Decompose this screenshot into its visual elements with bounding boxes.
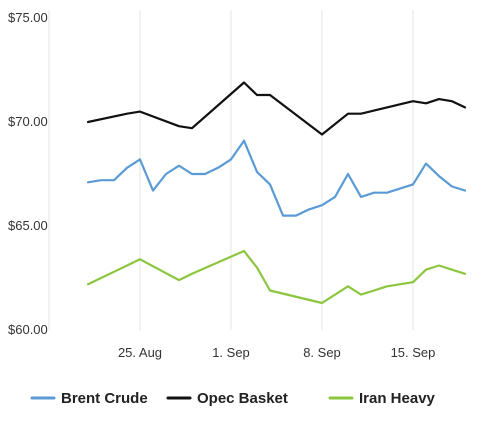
legend-item-opec-basket[interactable]: Opec Basket: [166, 390, 288, 407]
series-lines: [86, 81, 467, 305]
series-line-brent-crude: [86, 139, 467, 217]
x-tick-label: 1. Sep: [212, 345, 250, 360]
x-tick-label: 25. Aug: [118, 345, 162, 360]
y-tick-label: $75.00: [8, 10, 48, 25]
y-tick-label: $60.00: [8, 322, 48, 337]
x-axis: 25. Aug 1. Sep 8. Sep 15. Sep: [118, 345, 435, 360]
legend-item-iran-heavy[interactable]: Iran Heavy: [328, 390, 436, 407]
legend[interactable]: Brent Crude Opec Basket Iran Heavy: [30, 390, 436, 407]
y-tick-label: $70.00: [8, 114, 48, 129]
y-tick-label: $65.00: [8, 218, 48, 233]
grid-lines: [48, 10, 414, 330]
y-axis: $75.00 $70.00 $65.00 $60.00: [8, 10, 48, 337]
legend-label: Opec Basket: [197, 390, 288, 407]
legend-item-brent-crude[interactable]: Brent Crude: [30, 390, 148, 407]
series-line-iran-heavy: [86, 249, 467, 305]
x-tick-label: 8. Sep: [303, 345, 341, 360]
x-tick-label: 15. Sep: [391, 345, 436, 360]
legend-label: Brent Crude: [61, 390, 148, 407]
legend-label: Iran Heavy: [359, 390, 436, 407]
series-line-opec-basket: [86, 81, 467, 136]
